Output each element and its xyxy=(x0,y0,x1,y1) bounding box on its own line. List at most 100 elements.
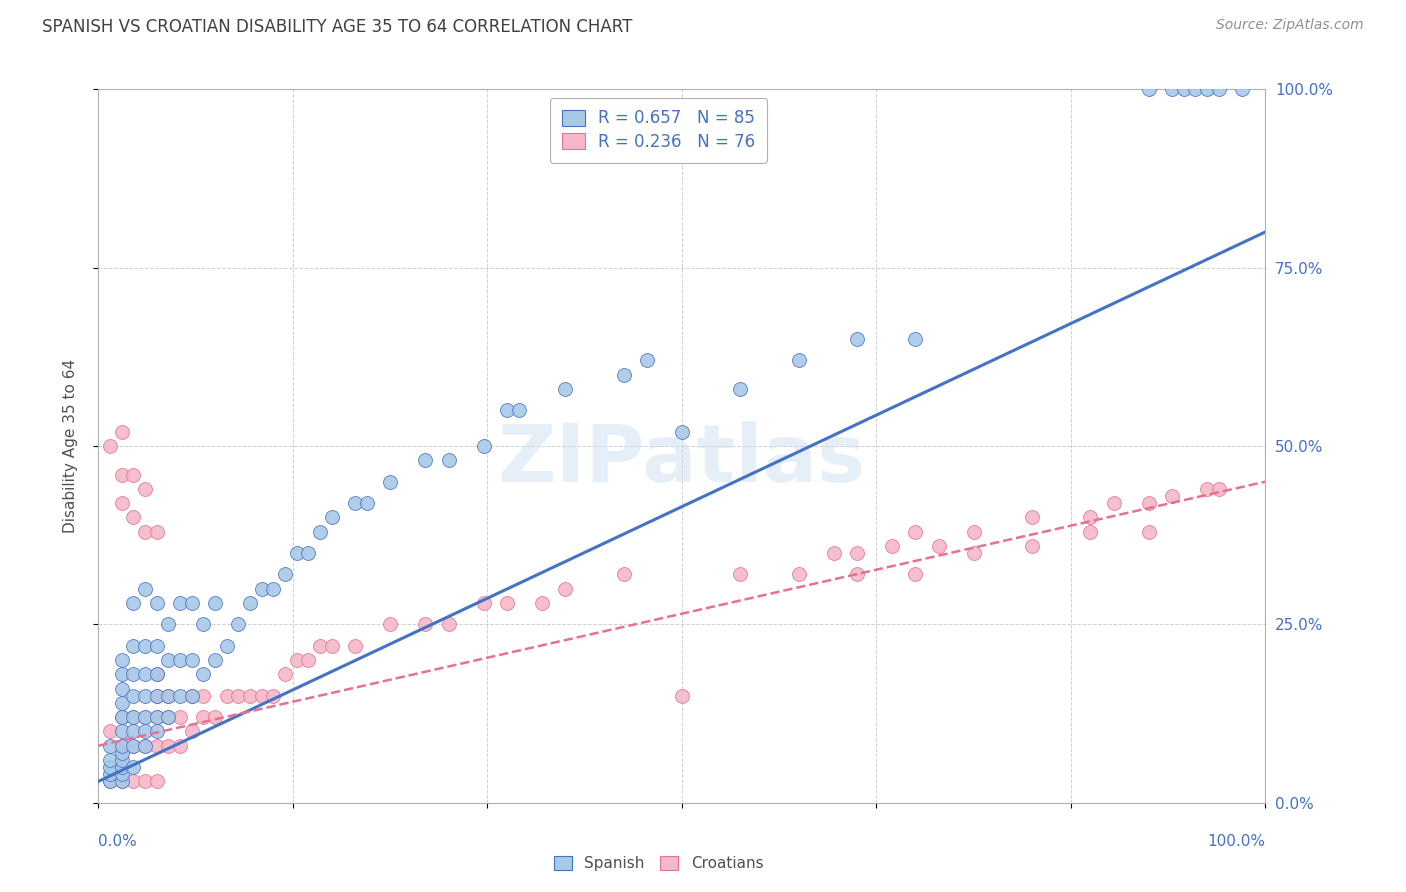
Point xyxy=(239,596,262,610)
Text: SPANISH VS CROATIAN DISABILITY AGE 35 TO 64 CORRELATION CHART: SPANISH VS CROATIAN DISABILITY AGE 35 TO… xyxy=(42,18,633,36)
Point xyxy=(134,667,156,681)
Point xyxy=(111,710,134,724)
Point xyxy=(613,567,636,582)
Point xyxy=(344,496,367,510)
Point xyxy=(1137,82,1160,96)
Point xyxy=(193,617,215,632)
Point xyxy=(671,425,693,439)
Point xyxy=(904,332,927,346)
Point xyxy=(180,724,202,739)
Text: ZIPatlas: ZIPatlas xyxy=(498,421,866,500)
Point xyxy=(111,767,134,781)
Point xyxy=(134,710,156,724)
Point xyxy=(122,710,145,724)
Point xyxy=(157,739,180,753)
Point xyxy=(134,739,156,753)
Point xyxy=(285,653,308,667)
Point xyxy=(122,710,145,724)
Point xyxy=(111,753,134,767)
Point xyxy=(1102,496,1125,510)
Point xyxy=(146,639,169,653)
Point xyxy=(962,524,984,539)
Point xyxy=(846,567,869,582)
Legend: Spanish, Croatians: Spanish, Croatians xyxy=(548,850,769,877)
Point xyxy=(111,774,134,789)
Point xyxy=(98,774,121,789)
Point xyxy=(111,710,134,724)
Point xyxy=(98,753,121,767)
Point xyxy=(146,689,169,703)
Point xyxy=(1208,82,1230,96)
Point xyxy=(846,332,869,346)
Point xyxy=(204,653,226,667)
Point xyxy=(146,667,169,681)
Point xyxy=(204,596,226,610)
Point xyxy=(180,596,202,610)
Point xyxy=(1161,82,1184,96)
Point xyxy=(146,667,169,681)
Point xyxy=(169,653,191,667)
Point xyxy=(904,567,927,582)
Point xyxy=(122,774,145,789)
Text: Source: ZipAtlas.com: Source: ZipAtlas.com xyxy=(1216,18,1364,32)
Point xyxy=(321,510,343,524)
Point xyxy=(309,639,332,653)
Text: 0.0%: 0.0% xyxy=(98,834,138,849)
Point xyxy=(122,596,145,610)
Point xyxy=(1184,82,1206,96)
Point xyxy=(134,724,156,739)
Point xyxy=(122,510,145,524)
Point xyxy=(169,739,191,753)
Point xyxy=(146,724,169,739)
Point xyxy=(1021,539,1043,553)
Point xyxy=(730,567,752,582)
Point xyxy=(1137,524,1160,539)
Point xyxy=(297,653,319,667)
Text: 100.0%: 100.0% xyxy=(1208,834,1265,849)
Point xyxy=(193,710,215,724)
Point xyxy=(122,689,145,703)
Point xyxy=(98,774,121,789)
Y-axis label: Disability Age 35 to 64: Disability Age 35 to 64 xyxy=(63,359,77,533)
Point xyxy=(180,689,202,703)
Point xyxy=(122,467,145,482)
Point xyxy=(111,667,134,681)
Point xyxy=(98,760,121,774)
Point xyxy=(636,353,658,368)
Point xyxy=(122,639,145,653)
Point xyxy=(111,760,134,774)
Point xyxy=(134,689,156,703)
Point xyxy=(378,475,402,489)
Point xyxy=(554,582,576,596)
Point xyxy=(111,696,134,710)
Point xyxy=(928,539,950,553)
Point xyxy=(146,524,169,539)
Point xyxy=(274,667,297,681)
Point xyxy=(157,710,180,724)
Point xyxy=(880,539,903,553)
Point xyxy=(134,710,156,724)
Point xyxy=(1230,82,1253,96)
Point xyxy=(134,524,156,539)
Point xyxy=(111,425,134,439)
Point xyxy=(122,760,145,774)
Point xyxy=(250,689,273,703)
Point xyxy=(157,617,180,632)
Point xyxy=(193,689,215,703)
Point xyxy=(262,582,284,596)
Point xyxy=(1208,482,1230,496)
Point xyxy=(169,710,191,724)
Point xyxy=(134,482,156,496)
Point xyxy=(262,689,284,703)
Point xyxy=(134,739,156,753)
Point xyxy=(671,689,693,703)
Point xyxy=(250,582,273,596)
Point xyxy=(508,403,530,417)
Point xyxy=(413,617,436,632)
Point xyxy=(1195,82,1218,96)
Point xyxy=(111,681,134,696)
Point xyxy=(193,667,215,681)
Point xyxy=(134,582,156,596)
Point xyxy=(169,596,191,610)
Point xyxy=(111,467,134,482)
